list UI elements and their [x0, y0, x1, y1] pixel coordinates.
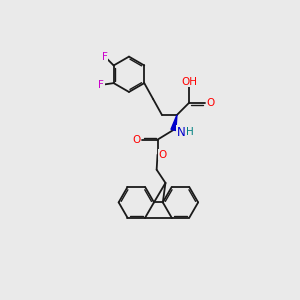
Polygon shape	[171, 115, 177, 130]
Text: F: F	[98, 80, 104, 90]
Text: O: O	[132, 135, 141, 145]
Text: O: O	[206, 98, 214, 108]
Text: N: N	[177, 125, 185, 139]
Text: F: F	[102, 52, 108, 61]
Text: OH: OH	[181, 76, 197, 87]
Text: O: O	[159, 150, 167, 160]
Text: H: H	[185, 127, 193, 137]
